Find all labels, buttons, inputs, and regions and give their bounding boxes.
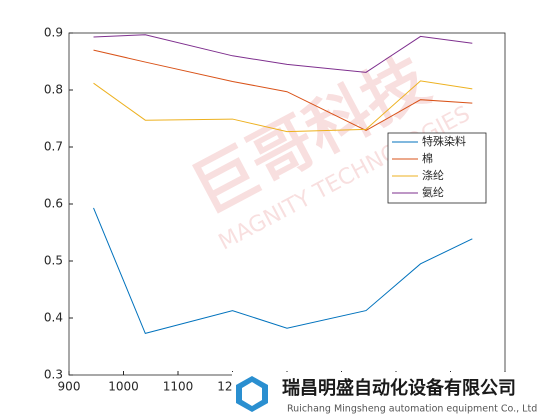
x-tick-label: 1100 — [163, 380, 194, 394]
brand-name-en: Ruichang Mingsheng automation equipment … — [287, 404, 537, 415]
x-tick-label: 900 — [58, 380, 81, 394]
legend-label: 棉 — [422, 151, 433, 165]
brand-name: 瑞昌明盛自动化设备有限公司 — [282, 377, 516, 399]
logo-hex-inner — [242, 382, 262, 406]
line — [93, 34, 473, 73]
legend-label: 特殊染料 — [422, 134, 466, 148]
legend-label: 涤纶 — [422, 168, 444, 182]
line — [93, 49, 473, 132]
legend-box — [387, 132, 487, 204]
line — [93, 80, 473, 133]
y-tick-label: 0.7 — [44, 140, 63, 154]
brand-bg — [232, 372, 560, 420]
y-tick-label: 0.9 — [44, 26, 63, 40]
line — [93, 207, 473, 334]
y-tick-label: 0.3 — [44, 368, 63, 382]
y-tick-label: 0.8 — [44, 83, 63, 97]
y-tick-label: 0.6 — [44, 197, 63, 211]
x-tick-label: 1000 — [108, 380, 139, 394]
brand-logo — [236, 376, 268, 412]
y-tick-label: 0.4 — [44, 311, 63, 325]
legend-label: 氨纶 — [422, 185, 444, 199]
y-tick-label: 0.5 — [44, 254, 63, 268]
